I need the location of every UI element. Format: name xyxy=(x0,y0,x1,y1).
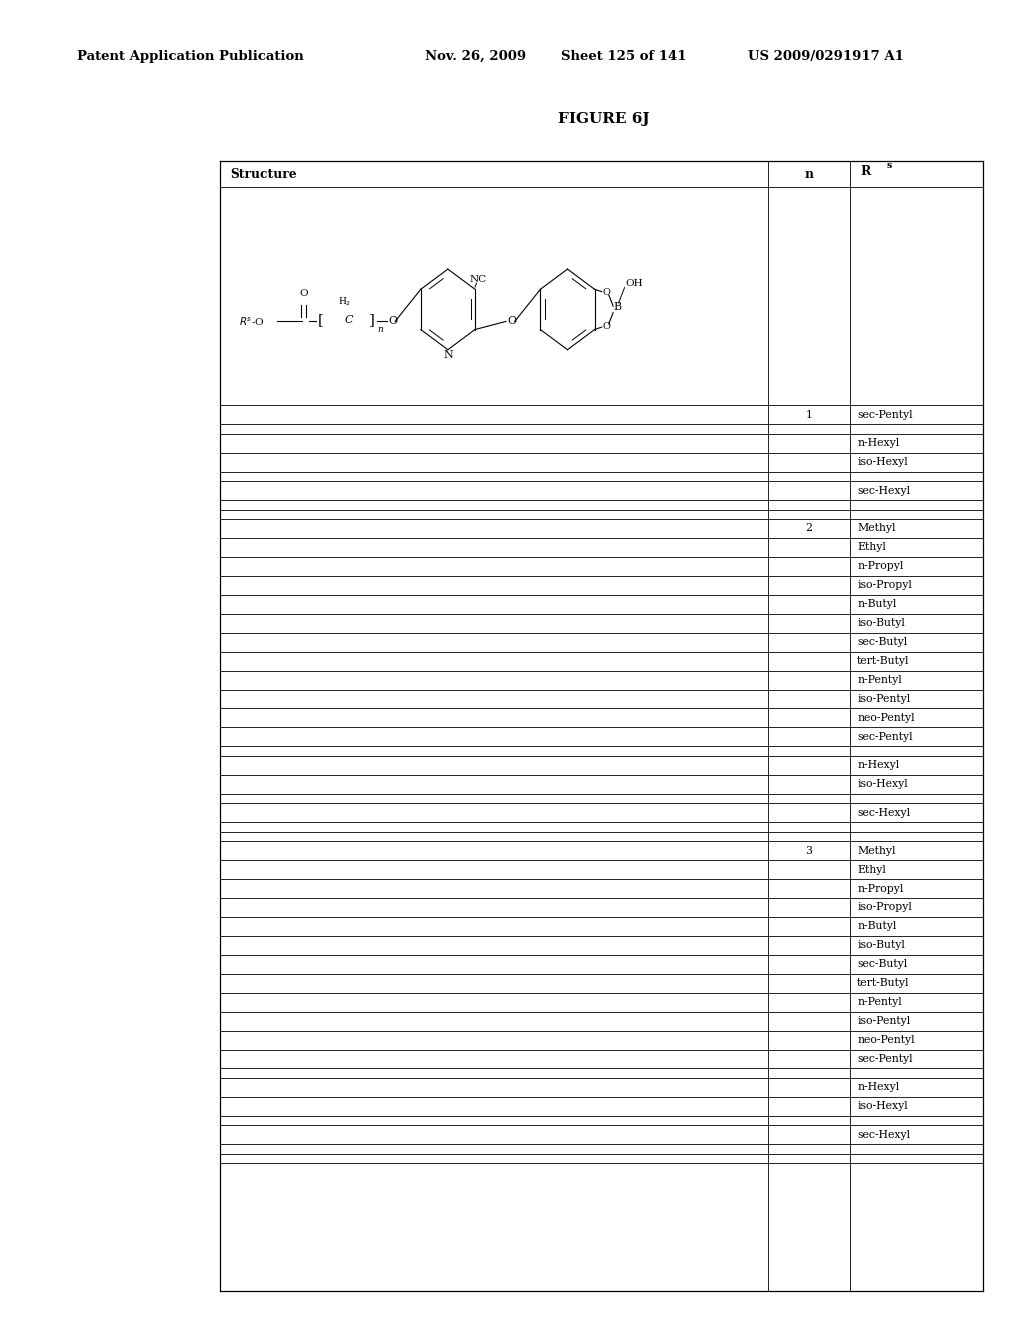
Text: iso-Hexyl: iso-Hexyl xyxy=(857,779,908,789)
Text: neo-Pentyl: neo-Pentyl xyxy=(857,713,914,723)
Text: sec-Pentyl: sec-Pentyl xyxy=(857,409,912,420)
Text: O: O xyxy=(602,322,610,330)
Text: iso-Hexyl: iso-Hexyl xyxy=(857,457,908,467)
Text: Structure: Structure xyxy=(230,168,297,181)
Text: n: n xyxy=(805,168,813,181)
Text: neo-Pentyl: neo-Pentyl xyxy=(857,1035,914,1045)
Text: [: [ xyxy=(317,313,324,327)
Text: Methyl: Methyl xyxy=(857,846,896,855)
Text: iso-Pentyl: iso-Pentyl xyxy=(857,694,910,704)
Text: n-Pentyl: n-Pentyl xyxy=(857,675,902,685)
Text: n-Hexyl: n-Hexyl xyxy=(857,1082,899,1093)
Text: iso-Butyl: iso-Butyl xyxy=(857,618,905,628)
Text: O: O xyxy=(388,317,397,326)
Text: tert-Butyl: tert-Butyl xyxy=(857,978,909,989)
Text: 2: 2 xyxy=(806,524,812,533)
Text: s: s xyxy=(887,161,892,169)
Text: US 2009/0291917 A1: US 2009/0291917 A1 xyxy=(748,50,903,63)
Text: O: O xyxy=(508,317,517,326)
Text: 1: 1 xyxy=(806,409,812,420)
Text: n-Pentyl: n-Pentyl xyxy=(857,997,902,1007)
Text: n-Propyl: n-Propyl xyxy=(857,883,903,894)
Text: sec-Hexyl: sec-Hexyl xyxy=(857,486,910,495)
Text: iso-Propyl: iso-Propyl xyxy=(857,581,912,590)
Text: Ethyl: Ethyl xyxy=(857,543,886,553)
Text: Ethyl: Ethyl xyxy=(857,865,886,875)
Text: iso-Hexyl: iso-Hexyl xyxy=(857,1101,908,1111)
Text: iso-Propyl: iso-Propyl xyxy=(857,903,912,912)
Text: iso-Butyl: iso-Butyl xyxy=(857,940,905,950)
Text: R: R xyxy=(860,165,870,178)
Text: n-Hexyl: n-Hexyl xyxy=(857,438,899,449)
Text: n-Propyl: n-Propyl xyxy=(857,561,903,572)
Text: O: O xyxy=(299,289,308,297)
Text: sec-Butyl: sec-Butyl xyxy=(857,960,907,969)
Text: Nov. 26, 2009: Nov. 26, 2009 xyxy=(425,50,526,63)
Text: C: C xyxy=(345,315,353,325)
Text: n-Hexyl: n-Hexyl xyxy=(857,760,899,771)
Text: sec-Pentyl: sec-Pentyl xyxy=(857,1053,912,1064)
Text: ]: ] xyxy=(369,313,375,327)
Text: O: O xyxy=(602,288,610,297)
Text: Patent Application Publication: Patent Application Publication xyxy=(77,50,303,63)
Text: FIGURE 6J: FIGURE 6J xyxy=(558,112,650,125)
Text: $R^s$-O: $R^s$-O xyxy=(239,315,264,327)
Text: NC: NC xyxy=(469,275,486,284)
Text: n-Butyl: n-Butyl xyxy=(857,599,896,610)
Text: tert-Butyl: tert-Butyl xyxy=(857,656,909,667)
Text: Sheet 125 of 141: Sheet 125 of 141 xyxy=(561,50,687,63)
Text: sec-Hexyl: sec-Hexyl xyxy=(857,1130,910,1140)
Text: H$_2$: H$_2$ xyxy=(338,296,351,308)
Text: n-Butyl: n-Butyl xyxy=(857,921,896,932)
Text: n: n xyxy=(377,325,383,334)
Text: Methyl: Methyl xyxy=(857,524,896,533)
Text: sec-Butyl: sec-Butyl xyxy=(857,638,907,647)
Text: iso-Pentyl: iso-Pentyl xyxy=(857,1016,910,1026)
Text: sec-Hexyl: sec-Hexyl xyxy=(857,808,910,817)
Text: N: N xyxy=(443,350,453,360)
Text: sec-Pentyl: sec-Pentyl xyxy=(857,731,912,742)
Text: B: B xyxy=(613,302,622,313)
Text: 3: 3 xyxy=(806,846,812,855)
Text: OH: OH xyxy=(626,279,643,288)
